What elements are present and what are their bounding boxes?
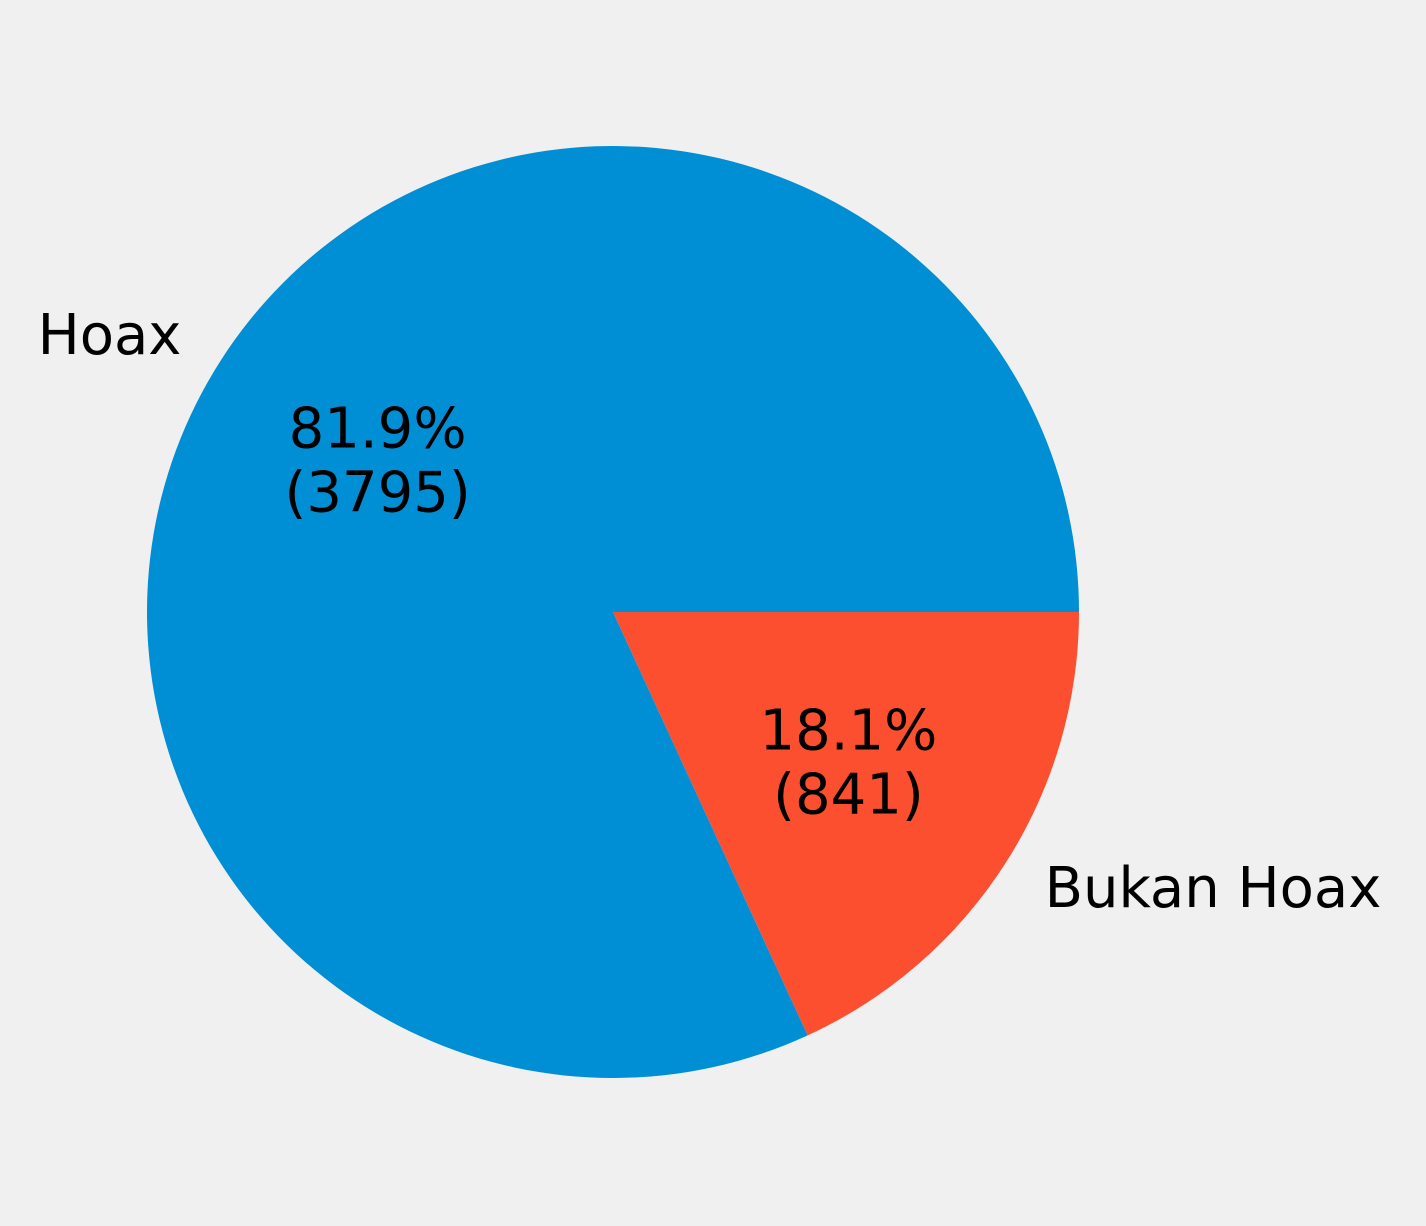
category-label-hoax: Hoax [38,303,182,368]
pie-slice-hoax [146,146,1079,1079]
category-label-bukan-hoax: Bukan Hoax [1045,856,1382,921]
percent-label-hoax: 81.9% [289,397,467,462]
pie-labels: Hoax 81.9%(3795) Bukan Hoax 18.1%(841) [38,303,1382,921]
percent-label-bukan-hoax: 18.1% [759,698,937,763]
pie-slice-bukan-hoax [613,612,1079,1036]
pie-slices [146,146,1079,1079]
count-label-bukan-hoax: (841) [773,762,924,827]
count-label-hoax: (3795) [284,461,470,526]
